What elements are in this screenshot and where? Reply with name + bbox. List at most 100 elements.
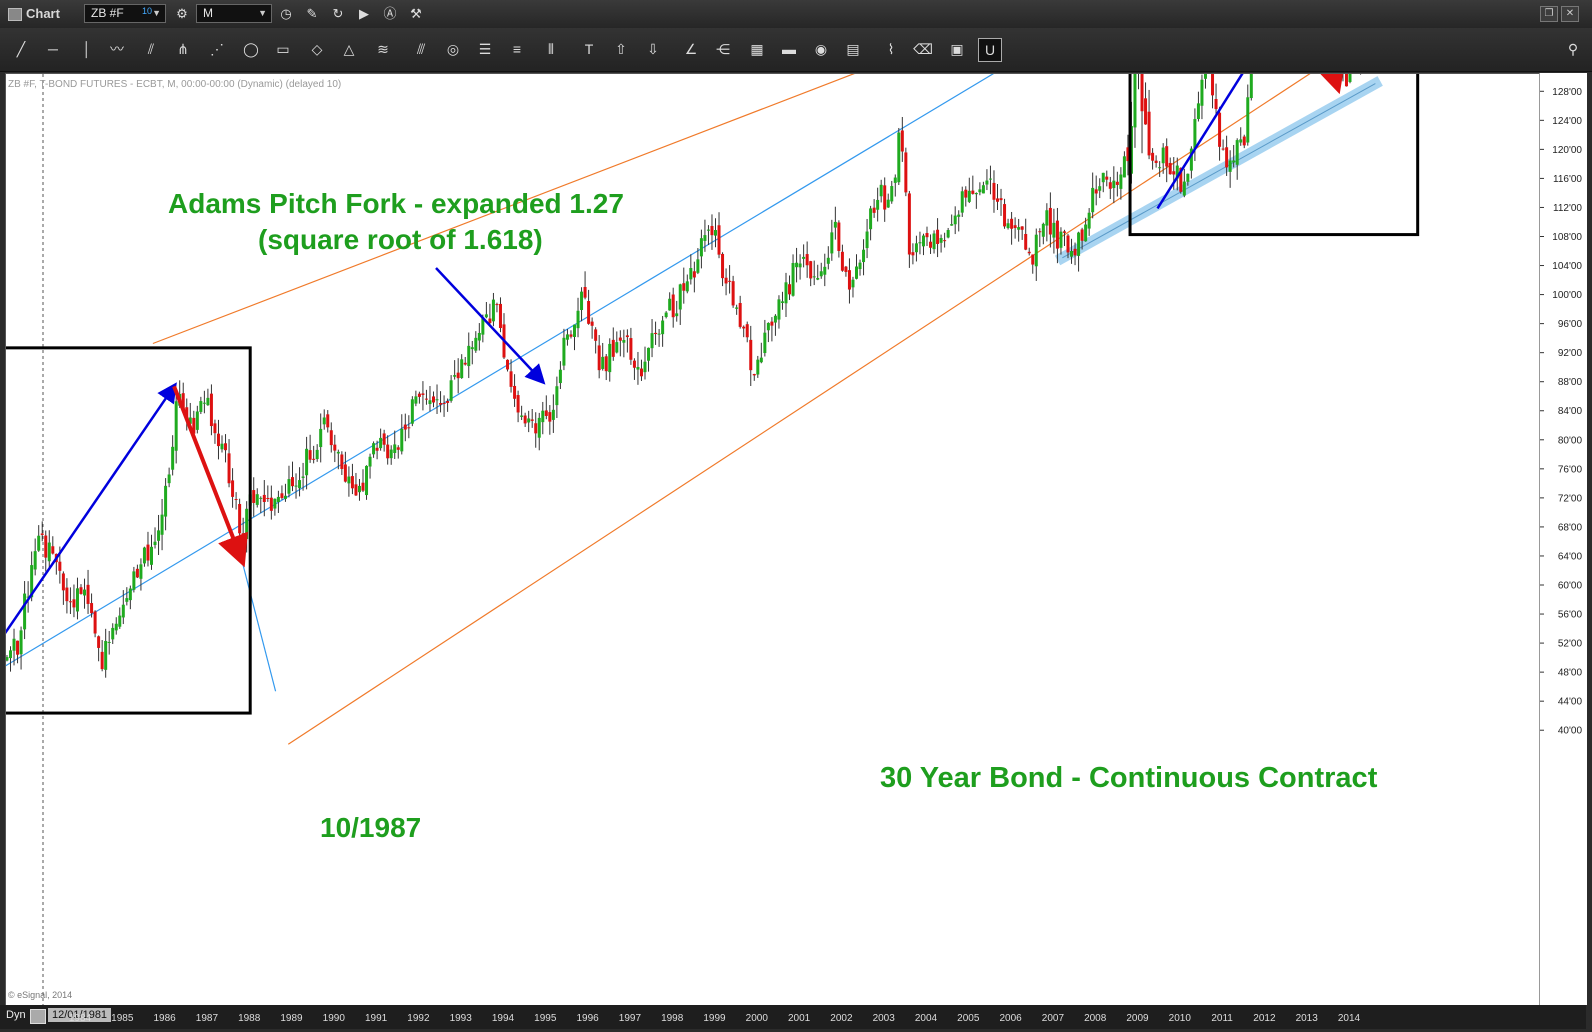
candle-body [463,362,467,365]
candle [1161,143,1165,174]
ellipse-tool-icon[interactable]: ◯ [243,41,259,57]
candle-body [981,185,985,194]
trend-arrow-red-4 [1314,74,1346,95]
candle [245,501,249,553]
candle [795,247,799,283]
candle-body [520,415,524,417]
candle-body [474,337,478,351]
angle-tool-icon[interactable]: ∠ [684,41,698,57]
eye-tool-icon[interactable]: ◉ [814,41,828,57]
candle [819,262,823,279]
candle-body [1221,148,1225,150]
candle [213,419,217,444]
candle-body [654,332,658,335]
candle-body [597,345,601,371]
diamond-tool-icon[interactable]: ◇ [311,41,323,57]
candle [573,324,576,351]
candle [858,259,862,276]
candle-body [6,657,9,661]
rectangle-tool-icon[interactable]: ▭ [276,41,290,57]
candle [315,444,319,462]
horizontal-line-tool-icon[interactable]: ─ [48,41,58,57]
candle [1020,226,1024,240]
arrow-down-tool-icon[interactable]: ⇩ [647,41,659,57]
candle-body [30,565,34,598]
candle-body [1242,136,1246,146]
eraser-icon[interactable]: ⌫ [913,41,933,57]
link-icon[interactable]: ⚙ [176,6,188,21]
candle-body [51,546,55,554]
candle [407,415,411,439]
candle [974,192,978,209]
interval-select[interactable]: M ▼ [196,4,272,23]
candle [1101,172,1105,193]
pencil-icon[interactable]: ✎ [306,6,318,21]
parallel-lines-tool-icon[interactable]: ≋ [377,41,389,57]
restore-button[interactable]: ❐ [1540,6,1558,22]
cycle-tool-icon[interactable]: ⌇ [887,41,895,57]
trendline-tool-icon[interactable]: ╱ [16,41,26,57]
pti-tool-icon[interactable]: ▤ [846,41,860,57]
candle-body [213,423,217,434]
candle [146,531,150,567]
candle-body [58,561,62,571]
calendar-icon[interactable] [30,1009,46,1024]
chevron-down-icon[interactable]: ▼ [152,8,161,18]
wave-tool-icon[interactable]: 〰 [110,41,124,57]
time-axis[interactable]: Dyn 12/01/1981 1984 1985 1986 1987 1988 1989 1… [0,1005,1586,1029]
candle-body [255,494,259,505]
candle [696,248,700,275]
x-tick-label: 2008 [1084,1013,1107,1024]
fib-ext-tool-icon[interactable]: ≡ [512,41,522,57]
play-icon[interactable]: ▶ [359,6,369,21]
clock-icon[interactable]: ◷ [280,6,292,21]
mob-tool-icon[interactable]: ▬ [782,41,796,57]
candle-body [1214,99,1218,110]
candle-body [724,277,728,284]
candle [847,258,851,304]
magnet-icon[interactable]: U [978,38,1002,62]
chart-area[interactable] [5,73,1541,1007]
symbol-input[interactable]: ZB #F ▼ [84,4,166,23]
arrow-up-tool-icon[interactable]: ⇧ [615,41,627,57]
tools-icon[interactable]: ⚒ [410,6,422,21]
candle [227,439,231,488]
candle-body [780,301,784,303]
text-tool-icon[interactable]: T [584,41,594,57]
fib-retrace-tool-icon[interactable]: ☰ [478,41,492,57]
candle-body [315,449,319,460]
y-tick-label: 116'00 [1553,174,1582,185]
fib-channel-tool-icon[interactable]: ⫻ [416,41,426,57]
candle-body [83,589,87,596]
candle-body [939,237,943,243]
grid-tool-icon[interactable]: ▦ [750,41,764,57]
candle-body [802,256,806,259]
y-tick-label: 84'00 [1558,406,1583,417]
fib-time-tool-icon[interactable]: ⦀ [547,41,555,57]
fan-tool-icon[interactable]: ⋲ [716,41,730,57]
gann-fan-tool-icon[interactable]: ⋰ [210,41,224,57]
candle-body [174,401,178,451]
candle [417,391,421,404]
refresh-icon[interactable]: ↻ [332,6,344,21]
candle-body [181,393,185,410]
fib-circle-tool-icon[interactable]: ◎ [446,41,460,57]
channel-tool-icon[interactable]: ⫽ [147,41,155,57]
triangle-tool-icon[interactable]: △ [343,41,355,57]
price-axis[interactable]: 164'00160'00156'00152'00148'00144'00140'… [1539,0,1587,1005]
candle [671,287,675,328]
alert-icon[interactable]: Ⓐ [383,6,397,21]
vertical-line-tool-icon[interactable]: │ [82,41,92,57]
candle-body [855,266,858,279]
chevron-down-icon[interactable]: ▼ [258,8,267,18]
pitchfork-tool-icon[interactable]: ⋔ [177,41,189,57]
candle [837,220,841,258]
candle-body [245,508,249,539]
x-tick-label: 1994 [492,1013,515,1024]
close-button[interactable]: ✕ [1561,6,1579,22]
candle [724,268,728,296]
candle [946,227,950,239]
comment-tool-icon[interactable]: ▣ [950,41,964,57]
zoom-icon[interactable]: ⚲ [1567,41,1579,57]
candle [752,373,756,381]
